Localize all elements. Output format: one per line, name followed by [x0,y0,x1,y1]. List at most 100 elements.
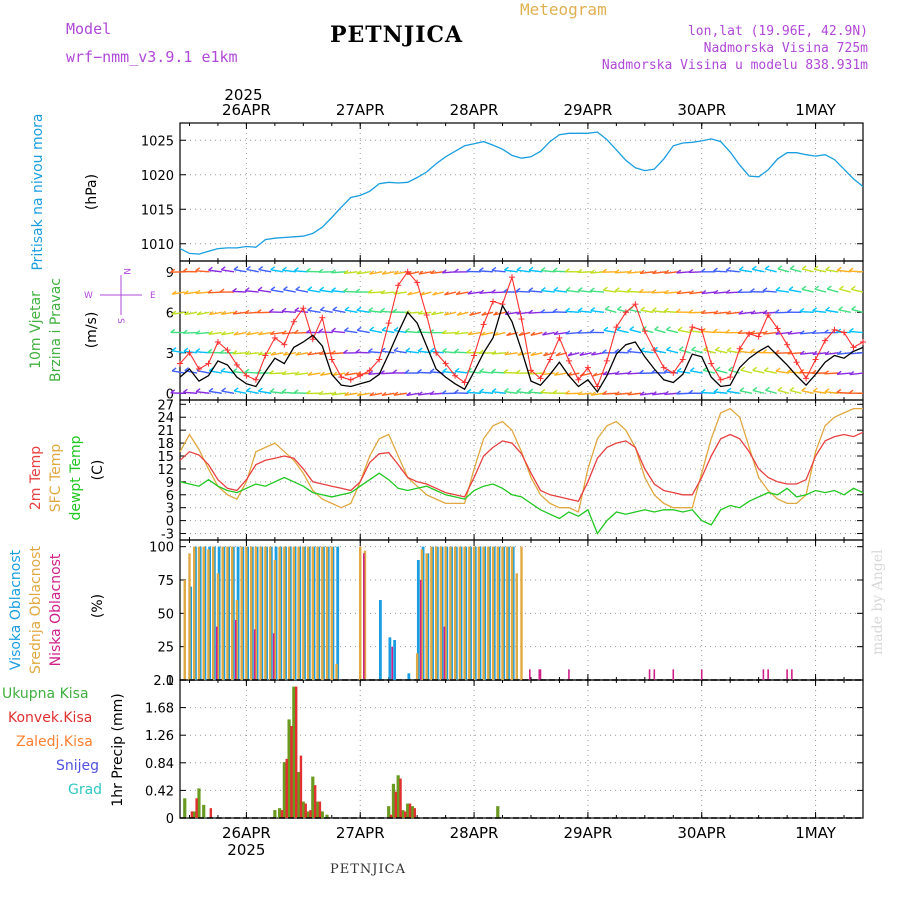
cloud-bar-mid [501,546,504,680]
wind-arrow-head [540,286,546,292]
wind-arrow-head [232,350,238,355]
cloud-bar-mid [264,546,267,680]
wind-arrow [591,392,605,396]
wind-arrow-head [469,311,475,316]
wind-arrow-head [293,329,299,334]
wind-arrow-head [417,347,423,352]
wind-arrow [530,331,543,336]
date-label-bottom: 28APR [450,824,499,842]
wind-arrow-head [774,309,780,314]
wind-arrow-head [319,286,325,291]
wind-arrow-head [552,389,558,394]
wind-arrow [183,391,198,394]
wind-arrow-head [824,370,829,375]
wind-arrow [405,350,420,354]
precip-bar-total [315,801,320,818]
wind-arrow-head [184,367,190,372]
wind-arrow-head [518,331,524,337]
wind-arrow-head [836,388,842,394]
wind-arrow [455,370,469,374]
y-tick-label: 12 [157,463,174,478]
wind-arrow-head [715,366,721,371]
wind-arrow-head [528,388,534,393]
wind-arrow [270,331,284,336]
wind-arrow [789,389,802,394]
precip-bar-conv [195,798,198,818]
wind-arrow-head [331,287,336,292]
wind-arrow [431,311,444,316]
precip-bar-conv [304,803,307,818]
cloud-bar-mid [292,546,296,680]
wind-arrow-head [750,348,755,353]
wind-arrow-head [838,285,844,290]
wind-arrow-head [627,347,632,353]
wind-arrow [444,311,457,316]
wind-arrow-head [751,265,757,270]
y-tick-label: 25 [157,641,174,656]
wind-arrow [750,311,765,315]
wind-arrow-head [824,388,830,393]
wind-arrow-head [454,348,459,353]
wind-arrow [258,352,272,356]
wind-arrow [307,352,321,356]
cloud-bar-mid [212,546,215,680]
wind-arrow-head [356,326,362,331]
model-altitude-text: Nadmorska Visina u modelu 838.931m [601,58,868,73]
wind-arrow [763,331,777,335]
wind-arrow [703,349,716,354]
y-tick-label: 21 [157,424,174,439]
wind-arrow-head [441,329,447,334]
wind-arrow-head [577,268,583,273]
wind-arrow-head [208,266,213,271]
wind-arrow-head [429,368,435,373]
wind-arrow-head [319,350,324,355]
wind-arrow [528,290,543,293]
wind-arrow [812,331,827,335]
wind-arrow-head [220,367,226,372]
wind-arrow-head [246,265,251,271]
wind-arrow-head [295,351,301,356]
wind-arrow [221,311,235,315]
precip-legend-item: Grad [68,782,102,798]
wind-ylabel-1: 10m Vjetar [28,291,44,369]
wind-arrow-head [786,308,792,313]
wind-arrow-head [675,308,681,313]
wind-arrow [775,331,790,335]
wind-arrow [614,271,629,274]
y-tick-label: 1.26 [145,729,174,744]
wind-arrow [567,352,580,357]
wind-arrow-head [269,388,275,393]
wind-arrow [788,289,802,293]
wind-arrow-head [441,269,447,274]
wind-arrow [765,268,777,273]
cloud-unit: (%) [90,594,106,618]
wind-arrow [740,369,753,374]
wind-arrow-head [627,269,633,274]
wind-arrow [295,352,309,356]
wind-arrow-head [380,307,386,312]
wind-arrow-head [565,286,571,292]
wind-arrow-head [712,328,718,333]
wind-arrow [790,268,802,273]
cloud-bar-low [443,626,446,680]
wind-arrow-head [665,326,671,331]
wind-arrow-head [503,288,509,293]
wind-arrow-head [565,390,570,395]
wind-arrow [480,331,494,336]
wind-arrow-head [307,306,313,311]
wind-arrow-head [467,290,473,295]
wind-arrow [380,372,395,375]
wind-arrow [504,390,518,394]
wind-arrow [516,391,531,394]
y-tick-label: 1010 [141,238,174,253]
wind-arrow [640,271,654,275]
y-tick-label: 75 [157,574,174,589]
precip-bar-total [278,808,282,818]
wind-arrow-head [542,331,547,336]
wind-arrow-head [700,309,706,314]
y-tick-label: 6 [166,306,174,321]
cloud-bar-mid [311,546,315,680]
wind-arrow-head [219,349,225,354]
wind-arrow [577,331,592,334]
precip-bar-conv [299,755,303,818]
